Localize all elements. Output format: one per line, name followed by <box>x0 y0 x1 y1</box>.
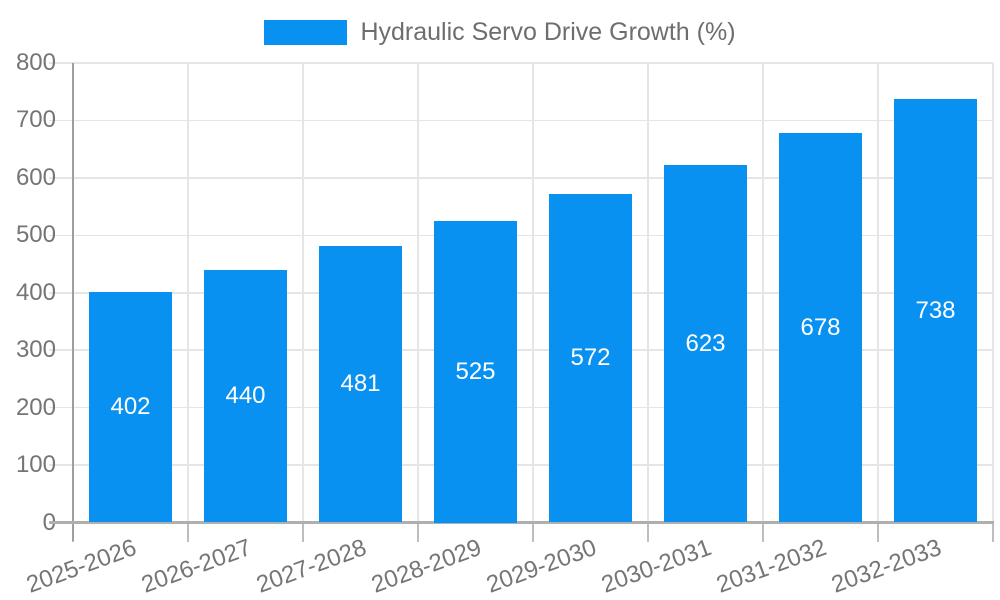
x-axis-tick <box>187 523 189 542</box>
y-axis-tick-label: 0 <box>0 509 56 537</box>
legend-label: Hydraulic Servo Drive Growth (%) <box>360 18 736 46</box>
x-gridline <box>187 63 189 523</box>
x-axis-tick <box>417 523 419 542</box>
x-axis-tick-label: 2028-2029 <box>367 534 485 599</box>
bar-value-label: 525 <box>455 357 496 385</box>
x-gridline <box>877 63 879 523</box>
bar-value-label: 623 <box>685 329 726 357</box>
x-axis-tick-label: 2030-2031 <box>597 534 715 599</box>
y-axis-tick-label: 100 <box>15 451 56 479</box>
y-axis-tick-label: 200 <box>15 393 56 421</box>
x-axis-tick-label: 2027-2028 <box>252 534 370 599</box>
bar-value-label: 440 <box>225 382 266 410</box>
x-gridline <box>762 63 764 523</box>
y-gridline <box>49 119 993 122</box>
bar-2031-2032 <box>779 133 862 523</box>
legend-swatch <box>264 20 348 45</box>
y-gridline <box>49 234 993 237</box>
bar-2027-2028 <box>319 246 402 523</box>
x-axis-tick-label: 2025-2026 <box>22 534 140 599</box>
y-gridline <box>49 292 993 294</box>
y-gridline <box>49 349 993 351</box>
y-gridline <box>49 177 993 179</box>
y-gridline <box>49 62 993 64</box>
x-axis-tick <box>302 523 304 542</box>
bar-value-label: 402 <box>110 393 151 421</box>
y-axis-tick-label: 600 <box>15 163 56 191</box>
y-axis-tick-label: 700 <box>15 106 56 134</box>
x-axis-tick-label: 2026-2027 <box>137 534 255 599</box>
y-axis-tick-label: 500 <box>15 221 56 249</box>
x-gridline <box>532 63 534 523</box>
x-axis-tick-label: 2029-2030 <box>482 534 600 599</box>
bar-2025-2026 <box>89 291 172 523</box>
x-gridline <box>992 63 994 523</box>
x-axis-tick <box>532 523 534 542</box>
y-axis-tick-label: 400 <box>15 278 56 306</box>
y-axis-tick-label: 300 <box>15 336 56 364</box>
bar-2029-2030 <box>549 193 632 523</box>
x-axis-tick <box>992 523 994 542</box>
x-axis-tick <box>877 523 879 542</box>
x-axis-tick-label: 2031-2032 <box>712 534 830 599</box>
x-axis-tick <box>762 523 764 542</box>
x-axis-tick <box>647 523 649 542</box>
bar-value-label: 572 <box>570 344 611 372</box>
y-axis-tick-label: 800 <box>15 49 56 76</box>
x-axis-tick-label: 2032-2033 <box>827 534 945 599</box>
y-gridline <box>49 464 993 466</box>
x-axis-line <box>49 521 994 524</box>
bar-2030-2031 <box>664 164 747 523</box>
x-gridline <box>302 63 304 523</box>
y-gridline <box>49 406 993 409</box>
bar-value-label: 481 <box>340 370 381 398</box>
bar-2028-2029 <box>434 220 517 523</box>
bar-2026-2027 <box>204 269 287 523</box>
bar-value-label: 678 <box>800 313 841 341</box>
x-gridline <box>417 63 419 523</box>
y-axis-line <box>72 63 74 541</box>
bar-2032-2033 <box>894 98 977 523</box>
bar-value-label: 738 <box>915 296 956 324</box>
x-gridline <box>647 63 649 523</box>
legend-item[interactable]: Hydraulic Servo Drive Growth (%) <box>0 19 1000 46</box>
